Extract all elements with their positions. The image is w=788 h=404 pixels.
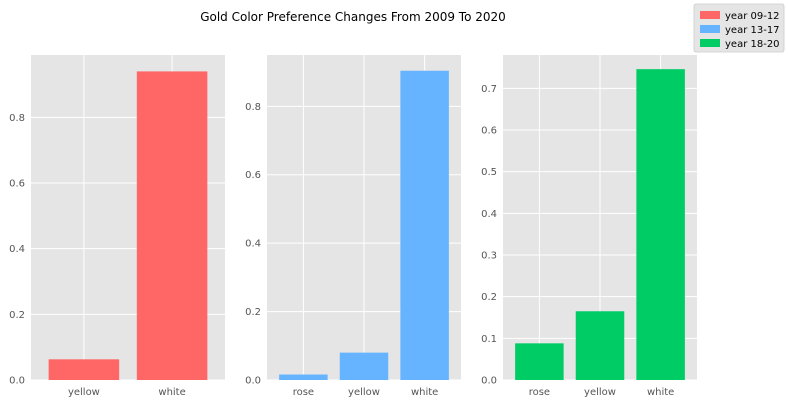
x-tick-label: rose bbox=[293, 387, 314, 398]
x-tick-label: white bbox=[411, 387, 438, 398]
legend-swatch bbox=[700, 11, 720, 19]
y-tick-label: 0.7 bbox=[481, 84, 497, 95]
y-tick-label: 0.2 bbox=[9, 310, 25, 321]
bar-rose bbox=[279, 374, 328, 380]
y-tick-label: 0.5 bbox=[481, 167, 497, 178]
y-tick-label: 0.6 bbox=[481, 126, 497, 137]
bar-white bbox=[136, 71, 208, 381]
chart-panel-2: 0.0 0.2 0.4 0.6 0.8 rose yellow white bbox=[245, 55, 461, 398]
legend-swatch bbox=[700, 25, 720, 33]
bar-yellow bbox=[339, 352, 389, 380]
chart-panel-3: 0.0 0.1 0.2 0.3 0.4 0.5 0.6 0.7 rose yellow white bbox=[481, 55, 697, 398]
bar-white bbox=[636, 69, 685, 381]
bar-rose bbox=[515, 343, 564, 380]
y-tick-label: 0.6 bbox=[245, 170, 261, 181]
legend-label: year 13-17 bbox=[725, 25, 780, 36]
x-tick-label: yellow bbox=[348, 387, 380, 398]
y-tick-label: 0.3 bbox=[481, 251, 497, 262]
x-tick-label: yellow bbox=[68, 387, 100, 398]
x-tick-label: rose bbox=[529, 387, 550, 398]
legend-label: year 09-12 bbox=[725, 11, 780, 22]
y-tick-label: 0.4 bbox=[9, 244, 25, 255]
bar-white bbox=[400, 70, 449, 380]
bar-yellow bbox=[48, 359, 120, 380]
y-tick-label: 0.0 bbox=[481, 376, 497, 387]
chart-panel-1: 0.0 0.2 0.4 0.6 0.8 yellow white bbox=[9, 55, 225, 398]
legend: year 09-12 year 13-17 year 18-20 bbox=[693, 3, 785, 53]
legend-swatch bbox=[700, 39, 720, 47]
x-tick-label: white bbox=[158, 387, 185, 398]
x-tick-label: white bbox=[647, 387, 674, 398]
y-tick-label: 0.8 bbox=[9, 113, 25, 124]
y-tick-label: 0.0 bbox=[245, 376, 261, 387]
y-tick-label: 0.4 bbox=[481, 209, 497, 220]
figure-title: Gold Color Preference Changes From 2009 … bbox=[200, 10, 506, 24]
legend-label: year 18-20 bbox=[725, 39, 780, 50]
y-tick-label: 0.4 bbox=[245, 239, 261, 250]
y-tick-label: 0.2 bbox=[481, 292, 497, 303]
x-tick-label: yellow bbox=[584, 387, 616, 398]
y-tick-label: 0.1 bbox=[481, 334, 497, 345]
bar-yellow bbox=[575, 311, 625, 380]
y-tick-label: 0.6 bbox=[9, 179, 25, 190]
y-tick-label: 0.0 bbox=[9, 376, 25, 387]
y-tick-label: 0.8 bbox=[245, 102, 261, 113]
y-tick-label: 0.2 bbox=[245, 307, 261, 318]
